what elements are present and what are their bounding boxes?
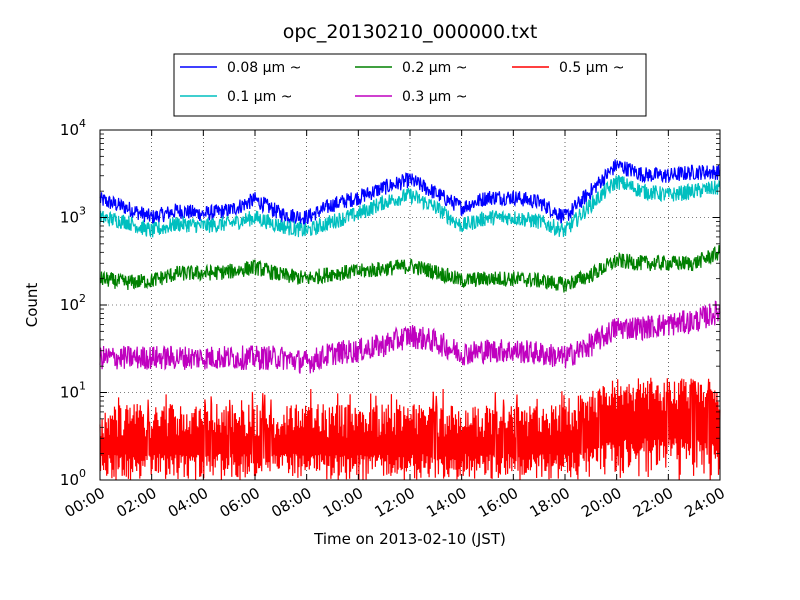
y-tick-label: 104 — [60, 117, 86, 139]
y-tick-label: 103 — [60, 205, 86, 227]
legend-label: 0.3 μm ~ — [402, 89, 467, 105]
legend-label: 0.5 μm ~ — [559, 60, 624, 76]
series-line — [99, 377, 721, 481]
legend-label: 0.1 μm ~ — [227, 89, 292, 105]
series-layer — [99, 159, 721, 481]
series-line — [99, 300, 721, 374]
legend-box — [173, 53, 647, 117]
series-line — [99, 159, 721, 226]
x-axis-label: Time on 2013-02-10 (JST) — [313, 530, 506, 548]
y-axis-label: Count — [23, 283, 41, 328]
y-tick-labels: 100 101 102 103 104 — [60, 117, 86, 489]
tick-layer — [99, 129, 721, 481]
plot-area — [99, 129, 721, 481]
chart-title: opc_20130210_000000.txt — [283, 21, 538, 43]
legend: 0.08 μm ~ 0.1 μm ~ 0.2 μm ~ 0.3 μm ~ 0.5 μm … — [173, 53, 647, 117]
series-line — [99, 245, 721, 293]
legend-label: 0.08 μm ~ — [227, 60, 301, 76]
y-tick-label: 102 — [60, 292, 86, 314]
y-tick-label: 101 — [60, 380, 86, 402]
y-tick-label: 100 — [60, 467, 86, 489]
grid-layer — [100, 130, 720, 480]
legend-label: 0.2 μm ~ — [402, 60, 467, 76]
legend-entries: 0.08 μm ~ 0.1 μm ~ 0.2 μm ~ 0.3 μm ~ 0.5 μm … — [180, 60, 624, 105]
series-line — [99, 175, 721, 239]
